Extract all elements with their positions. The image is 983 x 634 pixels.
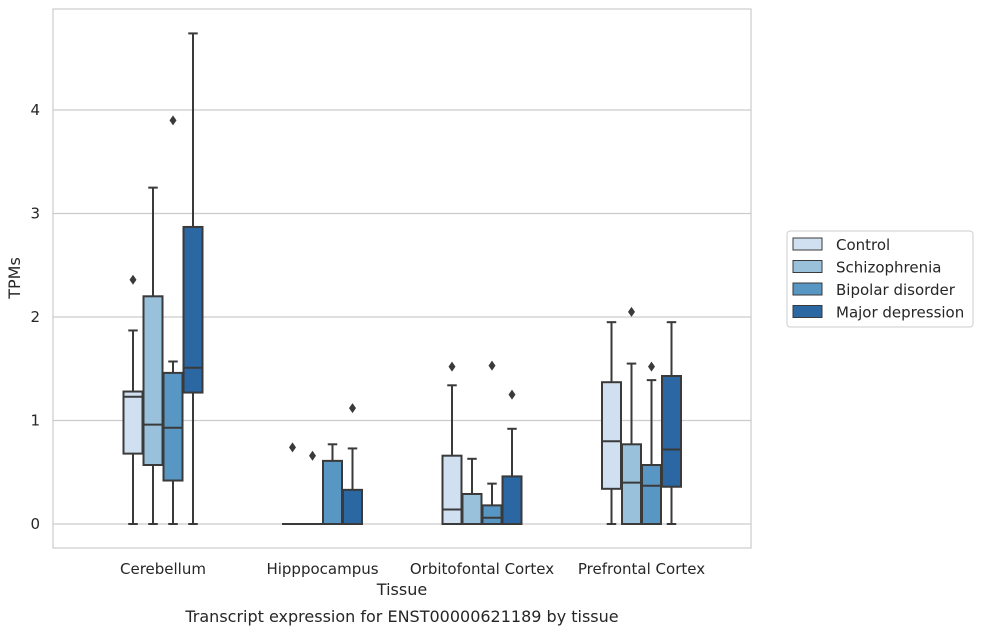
box-body — [641, 464, 662, 526]
outlier-0 — [628, 306, 635, 317]
box-2-2 — [481, 360, 503, 525]
y-tick-label-4: 4 — [30, 101, 40, 119]
box-3-3 — [661, 321, 682, 525]
outlier-0 — [289, 442, 296, 453]
y-axis-ticks: 0 1 2 3 4 — [30, 101, 40, 533]
x-tick-label-3: Prefrontal Cortex — [578, 560, 705, 578]
box-0-2 — [162, 115, 184, 525]
outlier-0 — [349, 403, 356, 414]
box-body — [162, 371, 184, 482]
outlier-0 — [129, 274, 137, 285]
box-1-1 — [302, 450, 323, 526]
x-tick-label-0: Cerebellum — [120, 560, 206, 578]
x-tick-label-1: Hipppocampus — [266, 560, 378, 578]
box-0-0 — [122, 274, 144, 525]
box-3-2 — [641, 361, 662, 526]
box-body — [461, 492, 483, 525]
outlier-0 — [648, 361, 655, 372]
outlier-0 — [488, 360, 496, 371]
outlier-0 — [448, 361, 456, 372]
outlier-0 — [309, 450, 316, 461]
chart-caption: Transcript expression for ENST0000062118… — [184, 607, 618, 626]
legend-frame — [786, 230, 974, 328]
box-body — [342, 488, 363, 525]
box-2-0 — [441, 361, 463, 525]
legend-label-0: Control — [836, 236, 890, 254]
outlier-0 — [169, 115, 177, 126]
box-0-3 — [182, 32, 204, 525]
y-tick-label-0: 0 — [30, 515, 40, 533]
legend-swatch-0 — [792, 237, 823, 251]
x-tick-label-2: Orbitofontal Cortex — [410, 560, 554, 578]
box-1-3 — [342, 403, 363, 525]
legend-swatch-2 — [792, 282, 823, 296]
y-axis-label: TPMs — [5, 257, 24, 300]
box-body — [481, 504, 503, 525]
box-1-2 — [322, 443, 343, 525]
box-2-3 — [501, 389, 523, 526]
box-body — [601, 381, 622, 490]
legend: Control Schizophrenia Bipolar disorder Majo… — [786, 230, 974, 328]
legend-label-2: Bipolar disorder — [836, 281, 956, 299]
outlier-0 — [508, 389, 516, 400]
legend-label-1: Schizophrenia — [836, 259, 941, 277]
box-3-1 — [621, 306, 642, 525]
box-body — [661, 374, 682, 488]
box-body — [621, 443, 642, 525]
box-body — [122, 390, 144, 455]
y-tick-label-3: 3 — [30, 205, 40, 223]
box-3-0 — [601, 321, 622, 525]
y-tick-label-1: 1 — [30, 412, 40, 430]
box-2-1 — [461, 457, 483, 525]
y-tick-label-2: 2 — [30, 308, 40, 326]
box-body — [142, 295, 164, 467]
box-body — [322, 459, 343, 525]
x-axis-ticks: Cerebellum Hipppocampus Orbitofontal Corte… — [120, 560, 705, 578]
boxes-layer — [122, 32, 682, 526]
box-body — [501, 475, 523, 526]
box-body — [182, 225, 204, 394]
legend-swatch-1 — [792, 260, 823, 273]
x-axis-label: Tissue — [376, 580, 427, 599]
legend-swatch-3 — [792, 305, 823, 318]
legend-label-3: Major depression — [836, 304, 964, 322]
box-body — [441, 454, 463, 525]
